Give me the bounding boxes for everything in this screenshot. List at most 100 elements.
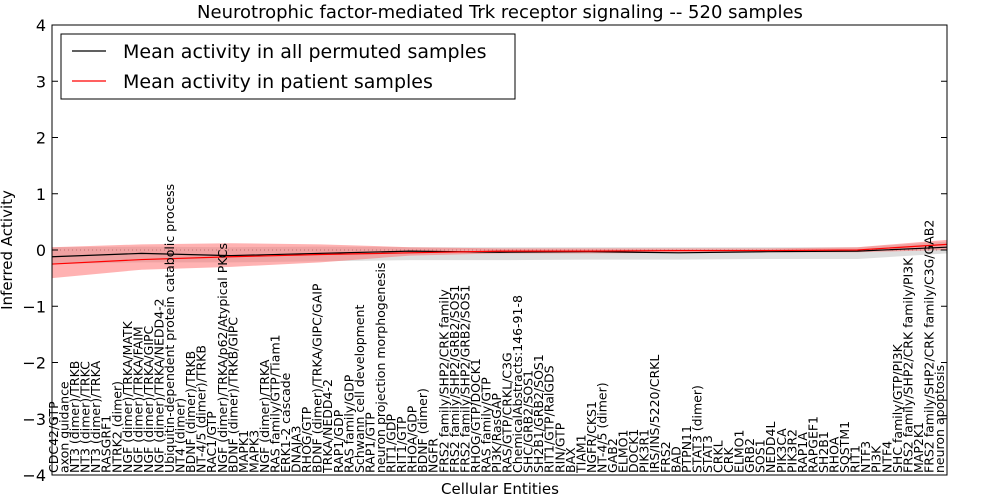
y-tick-label: −4 xyxy=(22,466,46,485)
y-tick-label: 2 xyxy=(36,129,46,148)
legend-box xyxy=(60,33,516,100)
x-tick-label: NTF3 xyxy=(858,441,873,473)
x-tick-label: NGF (dimer)/TRKA/MATK xyxy=(120,320,135,473)
x-tick-label: BDNF (dimer)/TRKB xyxy=(183,351,198,473)
x-tick-label: axon guidance xyxy=(57,381,72,473)
x-tick-label: NTF4 xyxy=(879,441,894,473)
x-tick-label: NGFR/CKS1 xyxy=(584,401,599,473)
x-tick-label: Schwann cell development xyxy=(352,305,367,473)
x-tick-label: DOCK1 xyxy=(626,429,641,473)
x-tick-label: NEDD4L xyxy=(763,422,778,473)
y-tick-label: 3 xyxy=(36,72,46,91)
x-tick-label: SH2B1 xyxy=(816,431,831,473)
line-patient xyxy=(51,243,948,265)
x-tick-label: SH2B1/GRB2/SOS1 xyxy=(531,354,546,473)
y-tick-label: 4 xyxy=(36,16,46,35)
x-tick-label: SQSTM1 xyxy=(837,421,852,473)
x-tick-label: BDNF (dimer)/TRKA/GIPC/GAIP xyxy=(310,283,325,473)
x-tick-label: RHOA/GDP xyxy=(405,405,420,473)
x-tick-label: NT3 (dimer)/TRKA xyxy=(88,360,103,473)
x-tick-label: PIK3R1 xyxy=(637,429,652,473)
x-tick-label: ChemicalAbstracts:146-91-8 xyxy=(510,295,525,473)
x-tick-label: NGF (dimer)/TRKA/NEDD4-2 xyxy=(151,298,166,473)
x-tick-label: RIT1/GDP xyxy=(384,414,399,473)
x-tick-label: STAT3 (dimer) xyxy=(689,385,704,473)
x-tick-label: SOS1 xyxy=(753,439,768,473)
plot-frame xyxy=(51,24,948,476)
x-tick-label: RHOA xyxy=(827,436,842,473)
x-tick-label: RAS family/GTP xyxy=(478,377,493,473)
x-tick-label: BAD xyxy=(668,446,683,473)
x-tick-label: NGF (dimer)/TRKA/FAIM xyxy=(130,326,145,473)
legend-label-permuted: Mean activity in all permuted samples xyxy=(123,41,486,63)
x-tick-label: RIT1 xyxy=(848,445,863,473)
x-tick-label: NGFR xyxy=(426,438,441,473)
x-tick-label: NGF (dimer)/TRKA/GIPC xyxy=(141,325,156,473)
x-tick-label: FRS2 family/SHP2/GRB2/SOS1 xyxy=(447,285,462,473)
x-tick-label: MAPK1 xyxy=(236,430,251,473)
y-tick-label: −2 xyxy=(22,354,46,373)
line-permuted xyxy=(51,246,948,258)
x-tick-label: RAP1A xyxy=(795,432,810,473)
x-tick-label: CRKL xyxy=(711,440,726,473)
x-tick-label: RAC1/GTP xyxy=(204,411,219,473)
x-tick-label: neuron projection morphogenesis xyxy=(373,262,388,473)
series-lines xyxy=(51,243,948,265)
x-tick-label: FRS2 xyxy=(658,441,673,473)
x-tick-label: NT-4/5 (dimer) xyxy=(594,382,609,473)
x-tick-label: RAP1/GTP xyxy=(362,412,377,473)
legend: Mean activity in all permuted samples Me… xyxy=(60,33,516,100)
x-tick-label: DNAJA3 xyxy=(289,426,304,474)
x-tick-label: TIAM1 xyxy=(573,434,588,474)
y-axis-label: Inferred Activity xyxy=(0,190,16,310)
x-tick-label: PI3K xyxy=(869,445,884,473)
x-tick-label: NT-4/5 (dimer)/TRKB xyxy=(194,345,209,473)
x-tick-label: FRS2 family/SHP2/CRK family xyxy=(436,289,451,473)
x-tick-label: RIN/GTP xyxy=(552,422,567,473)
y-tick-label: −1 xyxy=(22,297,46,316)
x-tick-label: PIK3R2 xyxy=(784,429,799,473)
x-tick-label: BDNF (dimer)/TRKB/GIPC xyxy=(225,317,240,473)
x-tick-label: CRK xyxy=(721,447,736,473)
x-tick-label: BDNF (dimer) xyxy=(415,388,430,473)
x-tick-label: PI3K/RasGAP xyxy=(489,393,504,473)
legend-label-patient: Mean activity in patient samples xyxy=(123,71,433,93)
x-tick-label: RHOG/GTP xyxy=(299,406,314,473)
x-tick-label: NT3 (dimer)/TRKB xyxy=(67,361,82,473)
x-tick-label: MAP2K1 xyxy=(911,422,926,473)
x-tick-label: RIT1/GTP/RalGDS xyxy=(542,365,557,473)
x-tick-label: IRS/INS/5220/CRKL xyxy=(647,355,662,473)
x-tick-label: NGF (dimer)/TRKA/p62/Atypical PKCs xyxy=(215,243,230,473)
x-tick-label: NT3 (dimer)/TRKC xyxy=(78,361,93,473)
x-tick-label: GRB2 xyxy=(742,438,757,473)
x-tick-label: PTPN11 xyxy=(679,425,694,473)
x-tick-label: NT4 (dimer) xyxy=(173,398,188,473)
x-tick-label: FRS2 family/SHP2/CRK family/C3G/GAB2 xyxy=(921,220,936,473)
x-tick-label: RAP1/GDP xyxy=(331,409,346,473)
x-tick-label: Ubiquitin-dependent protein catabolic pr… xyxy=(162,184,177,473)
x-tick-label: RAPGEF1 xyxy=(805,416,820,473)
x-tick-label: RHOG/GTP/DOCK1 xyxy=(468,358,483,473)
x-tick-label: NGF (dimer)/TRKA xyxy=(257,359,272,473)
x-tick-label: RAS/GTP/CRKL/C3G xyxy=(500,352,515,473)
x-tick-label: GAB2 xyxy=(605,438,620,473)
y-tick-label: 1 xyxy=(36,185,46,204)
x-tick-label: ELMO1 xyxy=(732,430,747,473)
x-tick-label: MAPK3 xyxy=(246,430,261,473)
chart-title: Neurotrophic factor-mediated Trk recepto… xyxy=(197,2,803,23)
x-tick-label: PIK3CA xyxy=(774,428,789,473)
x-tick-label: RAS family/GTP/Tiam1 xyxy=(268,334,283,473)
x-tick-label: FRS2 family/SHP2/CRK family/PI3K xyxy=(900,257,915,473)
x-tick-label: FRS2 family/SHP2/GRB2/SOS1 xyxy=(457,285,472,473)
x-tick-label: TRKA/NEDD4-2 xyxy=(320,379,335,474)
band-patient xyxy=(52,239,947,279)
x-tick-label: ELMO1 xyxy=(616,430,631,473)
x-tick-label: RAS family/GDP xyxy=(341,374,356,473)
y-tick-label: 0 xyxy=(36,241,46,260)
y-tick-label: −3 xyxy=(22,410,46,429)
x-tick-label: STAT3 xyxy=(700,435,715,473)
x-tick-label: RIT1/GTP xyxy=(394,416,409,473)
x-tick-label: RASGRF1 xyxy=(99,415,114,473)
